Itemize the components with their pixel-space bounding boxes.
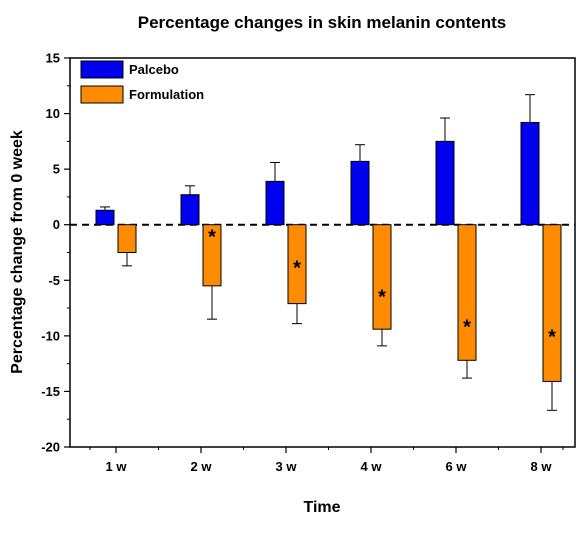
y-tick-label: 10 bbox=[46, 106, 60, 121]
y-tick-label: 0 bbox=[53, 217, 60, 232]
legend-label: Formulation bbox=[129, 87, 204, 102]
y-tick-label: 5 bbox=[53, 162, 60, 177]
legend-swatch bbox=[80, 60, 124, 79]
x-tick-label: 3 w bbox=[276, 459, 298, 474]
bar-placebo bbox=[435, 140, 455, 226]
bar-formulation bbox=[117, 224, 137, 253]
x-tick-label: 1 w bbox=[106, 459, 128, 474]
y-tick-label: -20 bbox=[41, 440, 60, 455]
x-tick-label: 8 w bbox=[531, 459, 553, 474]
significance-marker: * bbox=[548, 327, 556, 349]
bar-placebo bbox=[520, 121, 540, 226]
significance-marker: * bbox=[378, 287, 386, 309]
x-tick-label: 2 w bbox=[191, 459, 213, 474]
legend-swatch bbox=[80, 85, 124, 104]
y-tick-label: -10 bbox=[41, 328, 60, 343]
bar-formulation bbox=[542, 224, 562, 382]
significance-marker: * bbox=[208, 227, 216, 249]
bar-placebo bbox=[95, 209, 115, 226]
bar-placebo bbox=[180, 194, 200, 226]
y-axis-label: Percentage change from 0 week bbox=[9, 130, 26, 374]
bar-formulation bbox=[457, 224, 477, 361]
legend-label: Palcebo bbox=[129, 62, 179, 77]
chart-title: Percentage changes in skin melanin conte… bbox=[138, 13, 506, 32]
bar-formulation bbox=[372, 224, 392, 330]
x-tick-label: 6 w bbox=[446, 459, 468, 474]
bar-formulation bbox=[202, 224, 222, 287]
y-tick-label: -5 bbox=[48, 273, 60, 288]
legend: Palcebo Formulation bbox=[80, 60, 204, 104]
bar-placebo bbox=[350, 160, 370, 226]
plot-frame bbox=[69, 57, 576, 448]
y-tick-label: -15 bbox=[41, 384, 60, 399]
plot-area: 15 10 5 0 -5 -10 -15 -20 1 w 2 w * 3 w * 4 w * 6 w * 8 w * bbox=[41, 51, 576, 474]
x-axis-label: Time bbox=[303, 499, 340, 516]
x-tick-label: 4 w bbox=[361, 459, 383, 474]
y-tick-label: 15 bbox=[46, 51, 60, 66]
significance-marker: * bbox=[463, 317, 471, 339]
bar-placebo bbox=[265, 180, 285, 226]
significance-marker: * bbox=[293, 258, 301, 280]
